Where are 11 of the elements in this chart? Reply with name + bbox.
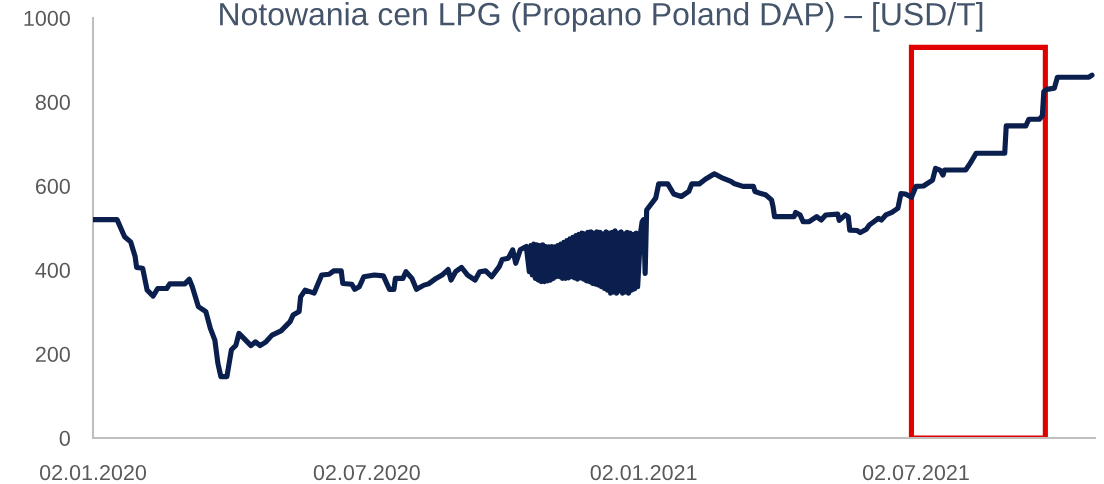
x-tick-label: 02.01.2020 bbox=[39, 464, 147, 481]
x-tick-label: 02.07.2021 bbox=[862, 464, 969, 481]
y-tick-label: 400 bbox=[35, 262, 70, 279]
y-tick-label: 0 bbox=[59, 430, 70, 447]
chart-title: Notowania cen LPG (Propano Poland DAP) – [USD/T] bbox=[220, 2, 983, 32]
y-tick-label: 800 bbox=[35, 94, 70, 111]
y-tick-label: 600 bbox=[35, 178, 70, 195]
y-tick-label: 1000 bbox=[24, 10, 70, 27]
y-tick-label: 200 bbox=[35, 346, 70, 363]
x-tick-label: 02.01.2021 bbox=[590, 464, 697, 481]
x-tick-label: 02.07.2020 bbox=[313, 464, 420, 481]
